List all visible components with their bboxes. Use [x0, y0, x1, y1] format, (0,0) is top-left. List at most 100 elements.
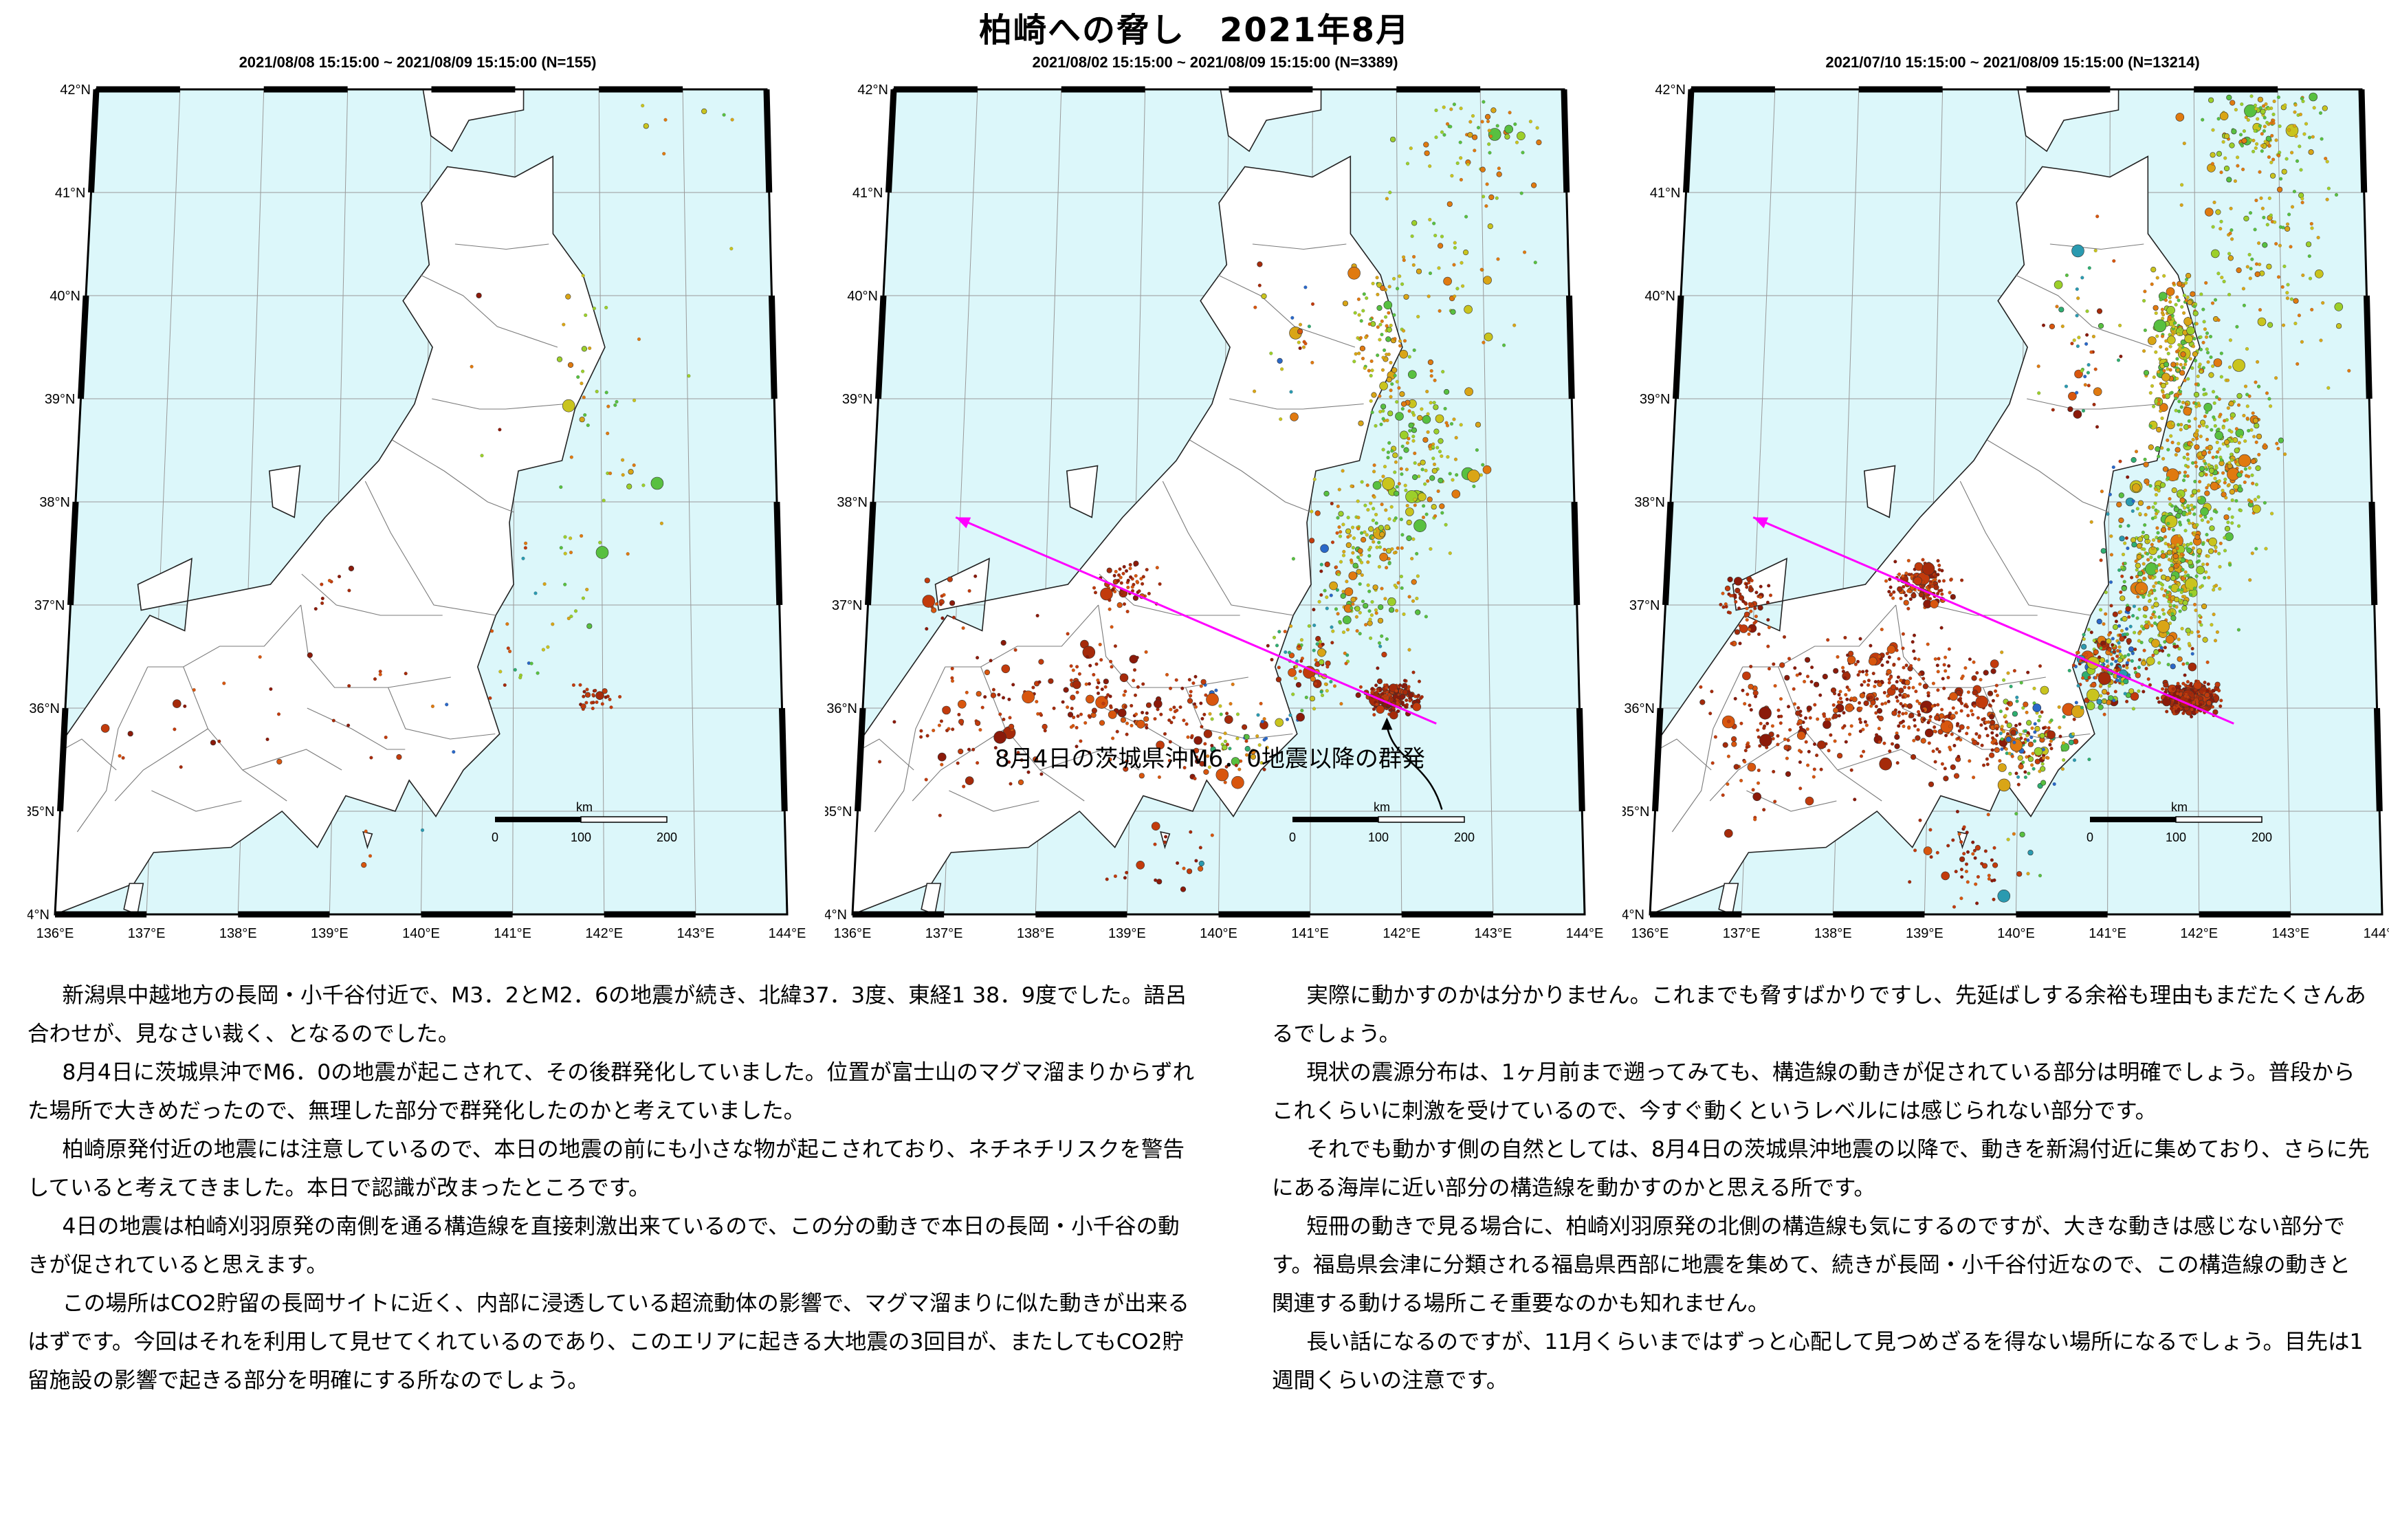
epicenter-marker [2087, 363, 2091, 367]
epicenter-marker [1229, 702, 1233, 706]
epicenter-marker [2115, 654, 2120, 659]
epicenter-marker [1504, 124, 1514, 134]
epicenter-marker [2131, 509, 2135, 513]
epicenter-marker [2182, 600, 2188, 606]
epicenter-marker [1913, 657, 1917, 661]
epicenter-marker [1299, 659, 1303, 663]
epicenter-marker [2096, 698, 2102, 705]
epicenter-marker [1931, 749, 1935, 754]
epicenter-marker [1350, 596, 1356, 603]
epicenter-marker [1377, 540, 1381, 544]
epicenter-marker [1163, 732, 1167, 736]
epicenter-marker [2178, 327, 2182, 331]
epicenter-marker [2186, 542, 2190, 547]
epicenter-marker [2040, 762, 2045, 766]
epicenter-marker [1114, 569, 1118, 573]
epicenter-marker [2258, 170, 2262, 174]
epicenter-marker [2172, 553, 2179, 560]
epicenter-marker [1747, 632, 1751, 636]
paragraph: 4日の地震は柏崎刈羽原発の南側を通る構造線を直接刺激出来ているので、この分の動き… [27, 1214, 1180, 1277]
epicenter-marker [1194, 758, 1201, 764]
epicenter-marker [2185, 512, 2189, 516]
epicenter-marker [2265, 223, 2269, 227]
epicenter-marker [2325, 160, 2329, 164]
epicenter-marker [2199, 471, 2205, 477]
epicenter-marker [1315, 635, 1321, 642]
epicenter-marker [1358, 336, 1363, 340]
epicenter-marker [2171, 317, 2175, 321]
epicenter-marker [942, 705, 951, 715]
epicenter-marker [2216, 450, 2220, 454]
epicenter-marker [1214, 688, 1218, 692]
epicenter-marker [1870, 699, 1876, 706]
epicenter-marker [1487, 129, 1491, 133]
epicenter-marker [2195, 694, 2199, 698]
epicenter-marker [2099, 558, 2103, 562]
epicenter-marker [1817, 740, 1826, 749]
epicenter-marker [2293, 110, 2297, 114]
epicenter-marker [2160, 586, 2164, 591]
epicenter-marker [2151, 653, 2155, 657]
epicenter-marker [2204, 472, 2208, 476]
epicenter-marker [1378, 410, 1383, 414]
epicenter-marker [1452, 263, 1456, 267]
epicenter-marker [1458, 140, 1462, 144]
epicenter-marker [934, 602, 938, 606]
epicenter-marker [2140, 589, 2144, 593]
epicenter-marker [2301, 273, 2305, 277]
epicenter-marker [2181, 605, 2188, 611]
epicenter-marker [2049, 718, 2054, 723]
epicenter-marker [2087, 675, 2091, 679]
epicenter-marker [276, 758, 283, 765]
epicenter-marker [1464, 305, 1473, 314]
epicenter-marker [1467, 470, 1480, 483]
epicenter-marker [2154, 350, 2158, 354]
epicenter-marker [1908, 676, 1913, 681]
epicenter-marker [1940, 720, 1954, 734]
epicenter-marker [1947, 647, 1951, 651]
epicenter-marker [1734, 577, 1743, 586]
epicenter-marker [1261, 293, 1267, 300]
epicenter-marker [2213, 476, 2217, 481]
epicenter-marker [722, 113, 726, 117]
epicenter-marker [2199, 623, 2203, 627]
epicenter-marker [1111, 587, 1115, 591]
frame-segment [855, 707, 866, 812]
epicenter-marker [2197, 424, 2201, 428]
epicenter-marker [962, 784, 966, 789]
epicenter-marker [2279, 177, 2283, 181]
epicenter-marker [1754, 694, 1758, 698]
epicenter-marker [1429, 369, 1433, 373]
epicenter-marker [1416, 268, 1422, 274]
epicenter-marker [2014, 771, 2018, 776]
epicenter-marker [2267, 144, 2271, 148]
epicenter-marker [2183, 529, 2188, 533]
epicenter-marker [2152, 404, 2156, 408]
epicenter-marker [2300, 197, 2304, 201]
epicenter-marker [1363, 503, 1367, 507]
epicenter-marker [2038, 769, 2042, 773]
epicenter-marker [1738, 592, 1742, 596]
epicenter-marker [1424, 615, 1428, 619]
epicenter-marker [1888, 578, 1892, 582]
epicenter-marker [1374, 691, 1378, 695]
epicenter-marker [1407, 409, 1411, 413]
scale-bar: km0 100 200 [1289, 800, 1475, 844]
epicenter-marker [533, 591, 538, 595]
epicenter-marker [924, 578, 930, 584]
epicenter-marker [2200, 518, 2204, 522]
epicenter-marker [2186, 588, 2190, 592]
epicenter-marker [2040, 685, 2049, 695]
prefecture-border [1837, 749, 1937, 771]
epicenter-marker [1144, 650, 1148, 654]
epicenter-marker [1758, 744, 1762, 748]
epicenter-marker [1176, 861, 1180, 865]
epicenter-marker [2181, 662, 2186, 666]
epicenter-marker [1141, 582, 1145, 586]
epicenter-marker [2276, 275, 2280, 279]
epicenter-marker [1880, 663, 1884, 668]
epicenter-marker [1405, 698, 1409, 703]
epicenter-marker [2180, 183, 2184, 187]
epicenter-marker [2223, 156, 2227, 160]
epicenter-marker [2286, 283, 2290, 287]
